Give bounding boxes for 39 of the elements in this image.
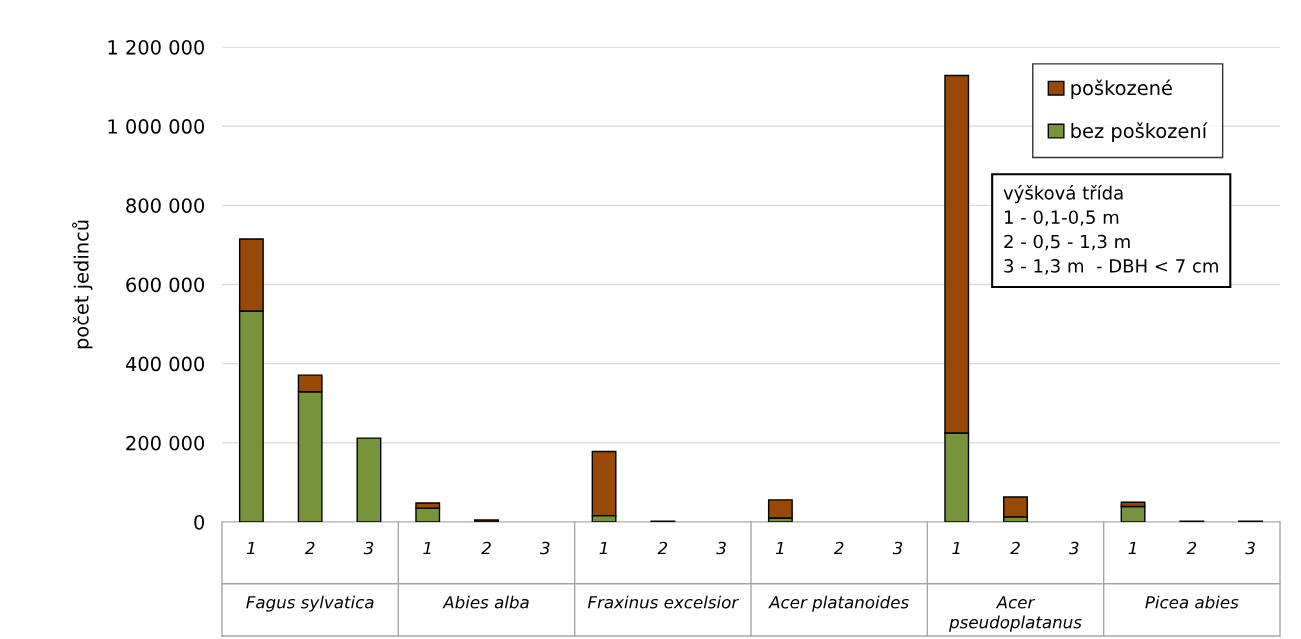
y-tick-label: 800 000 (126, 198, 205, 213)
x-tick-label: 2 (304, 541, 315, 555)
annotation: výšková třída 1 - 0,1-0,5 m 2 - 0,5 - 1,3 m 3 - 1,3 m - DBH < 7 cm (1003, 185, 1218, 275)
x-tick-label: 1 (952, 541, 960, 555)
y-tick-label: 600 000 (126, 277, 205, 293)
bar (1003, 496, 1028, 518)
text: Acer pseudoplatanus (949, 596, 1082, 632)
x-tick-label: 2 (657, 541, 668, 555)
x-tick-label: 1 (775, 541, 784, 555)
x-tick-label: 2 (1010, 541, 1020, 555)
x-tick-label: 3 (1069, 541, 1079, 555)
bar (1120, 505, 1146, 522)
x-tick-label: 1 (1128, 541, 1136, 555)
y-tick-label: 400 000 (125, 356, 205, 372)
x-tick-label: 3 (540, 541, 550, 555)
x-tick-label: 3 (892, 541, 903, 555)
legend-label: bez poškození (1071, 122, 1208, 142)
y-tick-label: 0 (194, 514, 205, 530)
text: Abies alba (442, 595, 529, 609)
legend-label: poškozené (1071, 79, 1172, 99)
text: Acer platanoides (768, 595, 909, 612)
x-tick-label: 2 (1186, 541, 1197, 555)
bar (767, 499, 793, 519)
x-tick-label: 1 (246, 541, 255, 555)
x-tick-label: 2 (833, 541, 844, 555)
text: Picea abies (1145, 595, 1239, 609)
text: Fraxinus excelsior (587, 595, 740, 609)
bar (356, 437, 382, 522)
x-tick-label: 3 (363, 541, 374, 555)
x-tick-label: 1 (599, 541, 607, 555)
y-axis-title: počet jedinců (71, 220, 93, 349)
x-tick-label: 2 (481, 541, 491, 555)
x-tick-label: 3 (1245, 541, 1255, 555)
text: Fagus sylvatica (246, 595, 374, 612)
x-tick-label: 3 (716, 541, 726, 555)
y-tick-label: 1 200 000 (108, 39, 205, 55)
y-tick-label: 200 000 (126, 435, 205, 451)
x-tick-label: 1 (423, 541, 431, 555)
y-tick-label: 1 000 000 (108, 119, 205, 134)
